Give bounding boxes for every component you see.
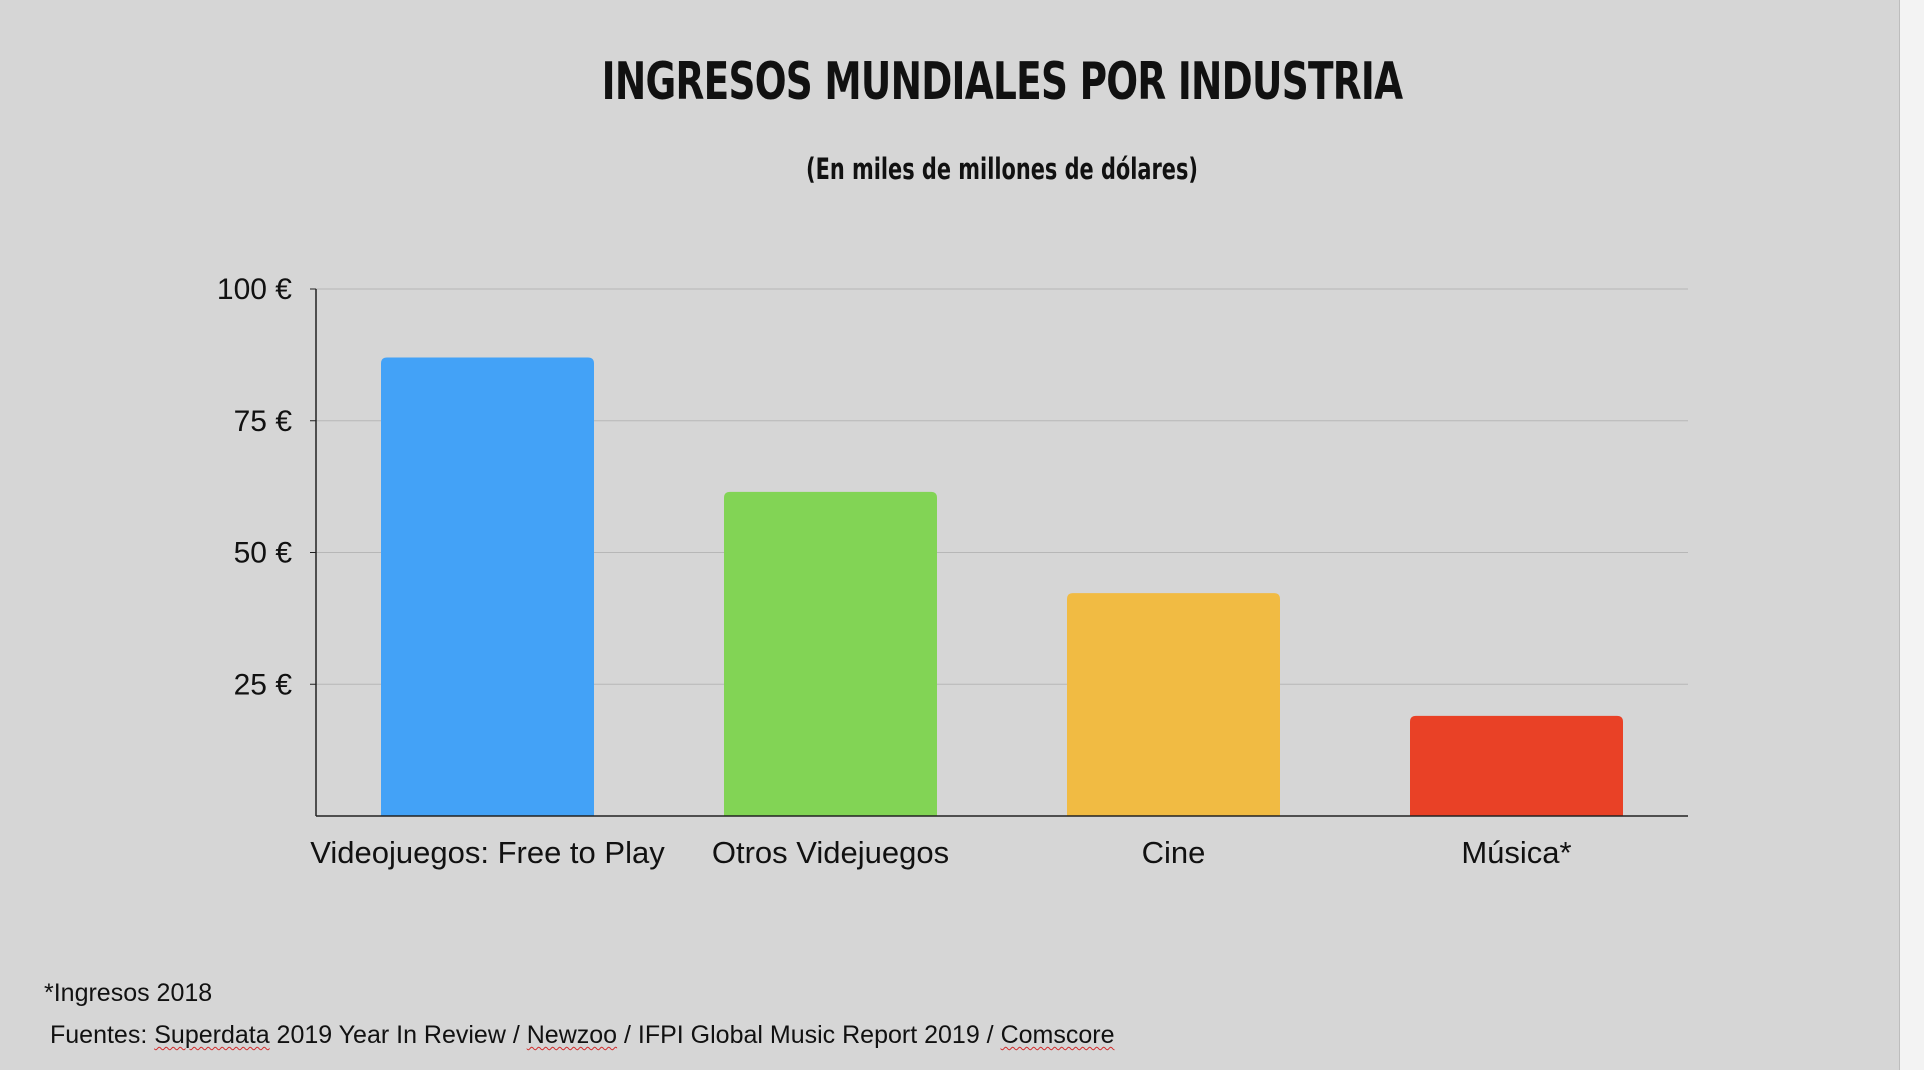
bars xyxy=(381,357,1623,816)
y-tick-label: 25 € xyxy=(234,668,293,701)
chart-subtitle: (En miles de millones de dólares) xyxy=(806,152,1198,186)
source-comscore: Comscore xyxy=(1000,1021,1115,1049)
y-tick-label: 100 € xyxy=(217,273,292,306)
sources-line: Fuentes: Superdata 2019 Year In Review /… xyxy=(50,1021,1114,1050)
x-category-label: Videojuegos: Free to Play xyxy=(310,835,665,870)
labels: 25 € 50 € 75 € 100 € Videojuegos: Free to Pl… xyxy=(217,273,1572,870)
footnote: *Ingresos 2018 xyxy=(44,979,213,1007)
sources-prefix: Fuentes: xyxy=(50,1021,155,1049)
sources-part-2: 2019 Year In Review / xyxy=(269,1021,527,1049)
source-newzoo: Newzoo xyxy=(526,1021,618,1049)
window-edge xyxy=(1899,0,1924,1070)
bar xyxy=(724,491,937,816)
sources-part-3: / IFPI Global Music Report 2019 / xyxy=(617,1021,1001,1049)
chart-title: INGRESOS MUNDIALES POR INDUSTRIA xyxy=(601,52,1403,112)
source-superdata: Superdata xyxy=(154,1021,270,1049)
x-category-label: Música* xyxy=(1461,835,1571,870)
y-tick-label: 75 € xyxy=(234,405,293,438)
bar xyxy=(1410,715,1623,816)
bar xyxy=(1067,593,1280,816)
axes xyxy=(310,288,1688,817)
x-category-label: Cine xyxy=(1142,835,1206,870)
bar xyxy=(381,357,594,816)
x-category-label: Otros Videjuegos xyxy=(712,835,949,870)
y-tick-label: 50 € xyxy=(234,537,293,570)
